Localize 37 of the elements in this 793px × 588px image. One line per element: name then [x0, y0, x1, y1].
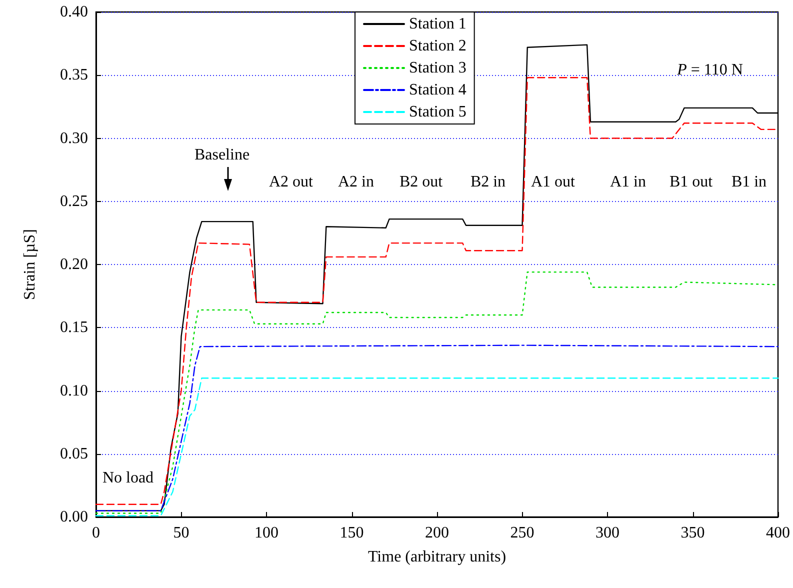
- legend-label: Station 1: [409, 16, 466, 32]
- annotation: B1 out: [669, 174, 714, 190]
- x-axis-title: Time (arbitrary units): [368, 548, 506, 566]
- x-tick-label: 100: [254, 524, 278, 542]
- x-tick-label: 0: [92, 524, 100, 542]
- x-tick-label: 200: [425, 524, 449, 542]
- annotation: B2 out: [399, 174, 444, 190]
- y-tick-label: 0.00: [60, 508, 88, 526]
- annotation: B2 in: [470, 174, 506, 190]
- annotation: A2 in: [338, 174, 374, 190]
- annotation: Baseline: [194, 146, 250, 164]
- legend-label: Station 2: [409, 38, 466, 54]
- annotation: A1 out: [531, 174, 576, 190]
- y-tick-label: 0.05: [60, 445, 88, 462]
- x-tick-label: 300: [596, 524, 620, 542]
- annotation: A1 in: [610, 174, 646, 190]
- x-tick-label: 50: [173, 524, 190, 542]
- x-tick-label: 150: [340, 524, 364, 542]
- legend-label: Station 5: [409, 104, 466, 120]
- y-tick-label: 0.20: [60, 256, 88, 273]
- y-tick-label: 0.15: [60, 319, 88, 336]
- y-tick-label: 0.35: [60, 66, 88, 84]
- y-tick-label: 0.40: [60, 4, 88, 20]
- legend-label: Station 4: [409, 82, 466, 98]
- x-tick-label: 350: [680, 524, 705, 542]
- x-tick-label: 250: [510, 524, 534, 542]
- y-tick-label: 0.10: [60, 382, 88, 400]
- annotation: No load: [102, 470, 154, 486]
- y-axis-title: Strain [µS]: [22, 229, 38, 300]
- annotation: B1 in: [731, 174, 767, 190]
- line-series: [95, 344, 779, 512]
- x-tick-label: 400: [766, 524, 790, 542]
- annotation: P = 110 N: [676, 62, 744, 78]
- y-tick-label: 0.25: [60, 192, 88, 210]
- y-tick-label: 0.30: [60, 130, 88, 147]
- legend-label: Station 3: [409, 60, 466, 76]
- annotation: A2 out: [269, 174, 314, 190]
